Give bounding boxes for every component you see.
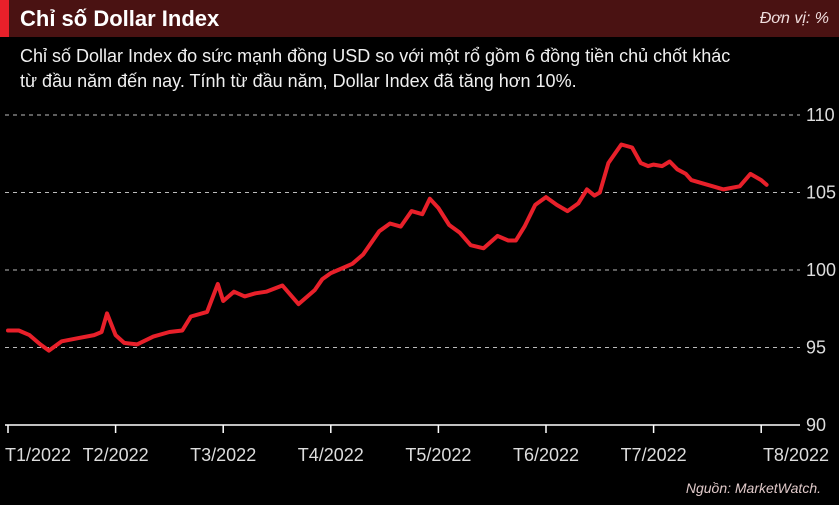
data-point [585, 188, 589, 191]
data-point [668, 160, 671, 163]
header-accent [0, 0, 9, 37]
data-point [711, 185, 714, 188]
data-point [437, 206, 440, 210]
data-point [514, 239, 518, 242]
data-point [639, 161, 642, 165]
data-point [152, 335, 155, 338]
data-point [39, 343, 42, 346]
data-point [189, 315, 193, 318]
data-point [593, 194, 596, 197]
data-point [222, 299, 225, 303]
data-point [181, 329, 184, 332]
data-point [17, 329, 20, 332]
chart-title: Chỉ số Dollar Index [20, 6, 220, 31]
data-point [555, 203, 558, 207]
data-point [216, 282, 219, 286]
data-point [254, 292, 257, 295]
y-tick-label: 90 [806, 415, 826, 435]
x-tick-label: T8/2022 [763, 445, 829, 465]
data-point [388, 222, 392, 225]
data-point [458, 231, 462, 234]
data-point [534, 203, 537, 207]
x-tick-label: T2/2022 [83, 445, 149, 465]
data-point [630, 146, 634, 149]
description-line-1: Chỉ số Dollar Index đo sức mạnh đồng USD… [20, 46, 731, 66]
series-line [6, 142, 769, 353]
y-tick-label: 105 [806, 183, 836, 203]
y-tick-label: 95 [806, 338, 826, 358]
data-point [281, 284, 284, 287]
data-point [421, 213, 424, 216]
header-bar: Chỉ số Dollar Index Đơn vị: % [0, 0, 839, 37]
data-point [399, 225, 402, 228]
description-line-2: từ đầu năm đến nay. Tính từ đầu năm, Dol… [20, 71, 577, 91]
data-point [76, 337, 80, 340]
data-point [566, 209, 569, 213]
data-point [168, 330, 171, 334]
data-point [738, 185, 741, 188]
data-point [496, 234, 499, 238]
data-point [482, 247, 485, 250]
data-point [297, 302, 300, 306]
x-tick-label: T7/2022 [621, 445, 687, 465]
data-point [652, 163, 655, 166]
data-point [205, 310, 209, 314]
data-point [598, 191, 601, 194]
data-point [340, 267, 343, 270]
data-point [135, 343, 139, 346]
data-point [100, 330, 103, 334]
x-tick-label: T4/2022 [298, 445, 364, 465]
data-point [243, 295, 246, 298]
data-point [684, 172, 688, 176]
data-point [123, 341, 126, 345]
data-point [765, 183, 768, 186]
data-point [47, 349, 51, 352]
data-point [313, 288, 316, 292]
x-tick-label: T6/2022 [513, 445, 579, 465]
source-note: Nguồn: MarketWatch. [685, 480, 821, 496]
data-point [232, 290, 236, 293]
data-point [544, 195, 548, 199]
data-point [321, 278, 324, 281]
data-point [361, 253, 365, 256]
unit-label: Đơn vị: % [759, 10, 829, 27]
data-point [92, 333, 96, 337]
x-tick-label: T1/2022 [5, 445, 71, 465]
data-point [28, 333, 31, 337]
x-tick-label: T5/2022 [405, 445, 471, 465]
data-point [647, 164, 650, 168]
data-point [760, 178, 763, 182]
data-point [507, 239, 510, 242]
x-tick-label: T3/2022 [190, 445, 256, 465]
data-point [114, 333, 117, 337]
chart-description: Chỉ số Dollar Index đo sức mạnh đồng USD… [20, 44, 810, 94]
data-point [661, 164, 664, 168]
data-point [351, 262, 354, 265]
data-point [620, 143, 623, 146]
data-point [523, 225, 526, 228]
data-point [265, 290, 268, 293]
y-tick-label: 100 [806, 260, 836, 280]
data-point [329, 271, 332, 275]
data-point [749, 172, 752, 176]
data-point [60, 340, 63, 343]
data-point [676, 168, 679, 171]
data-point [378, 230, 381, 233]
data-point [690, 178, 693, 182]
data-point [700, 182, 704, 185]
data-point [607, 161, 610, 165]
data-point [722, 188, 725, 191]
data-point [428, 197, 431, 200]
data-point [448, 223, 451, 227]
data-point [410, 209, 413, 213]
data-point [6, 329, 10, 332]
data-point [469, 244, 472, 247]
data-point [577, 202, 580, 205]
y-tick-label: 110 [806, 105, 835, 125]
data-point [105, 312, 109, 315]
